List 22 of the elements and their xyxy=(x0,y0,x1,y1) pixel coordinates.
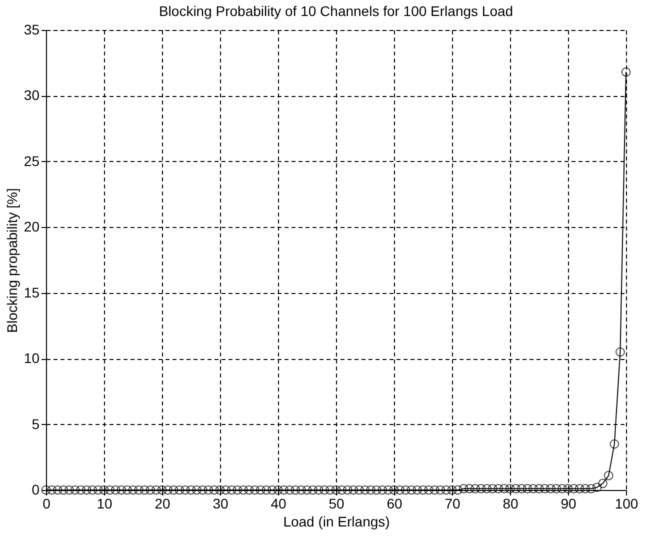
x-tick-label: 70 xyxy=(444,496,460,512)
x-tick-label: 50 xyxy=(328,496,344,512)
y-tick-label: 35 xyxy=(24,22,40,38)
x-tick-label: 90 xyxy=(560,496,576,512)
x-tick-label: 40 xyxy=(270,496,286,512)
x-tick-label: 0 xyxy=(42,496,51,512)
x-tick-label: 60 xyxy=(386,496,402,512)
chart-title: Blocking Probability of 10 Channels for 100 Erlangs Load xyxy=(158,3,514,19)
y-tick-label: 5 xyxy=(32,416,40,432)
x-tick-label: 100 xyxy=(614,496,638,512)
x-tick-label: 20 xyxy=(154,496,170,512)
y-tick-label: 25 xyxy=(24,152,40,169)
x-tick-label: 30 xyxy=(212,496,228,512)
y-axis-title: Blocking propability [%] xyxy=(4,188,20,333)
y-tick-label: 20 xyxy=(24,218,40,235)
x-tick-label: 80 xyxy=(502,496,518,512)
y-tick-label: 10 xyxy=(24,350,40,366)
y-tick-label: 0 xyxy=(32,482,40,498)
y-tick-label: 15 xyxy=(24,284,40,300)
x-tick-label: 10 xyxy=(96,496,112,512)
x-axis-title: Load (in Erlangs) xyxy=(283,514,390,530)
y-tick-label: 30 xyxy=(24,87,40,104)
